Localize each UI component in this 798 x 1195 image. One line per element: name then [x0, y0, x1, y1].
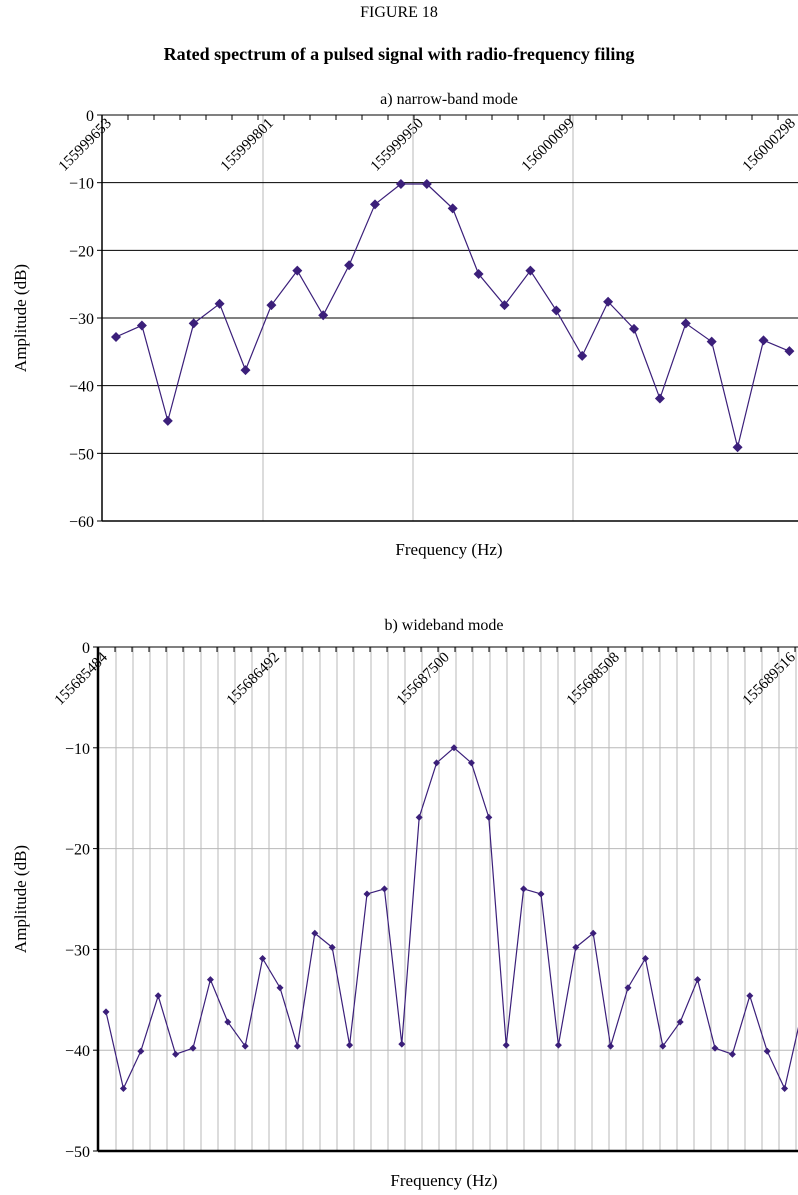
y-tick-label: −30: [65, 942, 90, 959]
x-axis-title: Frequency (Hz): [390, 1171, 497, 1190]
y-axis-title: Amplitude (dB): [11, 845, 30, 953]
data-point: [499, 300, 510, 311]
data-point: [589, 929, 597, 937]
data-point: [214, 298, 225, 309]
data-point: [363, 890, 371, 898]
x-tick-label: 155688508: [564, 650, 623, 709]
y-tick-label: −30: [69, 311, 94, 328]
data-point: [676, 1018, 684, 1026]
data-point: [137, 1047, 145, 1055]
y-tick-label: −40: [69, 379, 94, 396]
data-point: [292, 265, 303, 276]
data-point: [136, 320, 147, 331]
data-point: [370, 199, 380, 210]
data-point: [758, 335, 769, 346]
x-tick-label: 155687500: [394, 650, 453, 709]
data-point: [728, 1050, 736, 1058]
data-point: [266, 300, 277, 311]
x-tick-label: 155689516: [740, 649, 798, 708]
data-point: [537, 890, 545, 898]
y-tick-label: −10: [69, 176, 94, 193]
data-point: [447, 203, 458, 214]
data-point: [293, 1042, 301, 1050]
data-point: [607, 1042, 615, 1050]
data-point: [119, 1085, 127, 1093]
data-point: [188, 318, 199, 329]
data-point: [224, 1018, 232, 1026]
data-point: [624, 984, 632, 992]
data-point: [572, 943, 580, 951]
data-point: [629, 323, 639, 334]
data-point: [162, 415, 173, 426]
y-tick-label: 0: [86, 108, 94, 125]
data-point: [781, 1085, 789, 1093]
data-point: [659, 1042, 667, 1050]
data-point: [467, 759, 475, 767]
data-point: [525, 265, 536, 276]
data-point: [711, 1044, 719, 1052]
chart-title: b) wideband mode: [384, 617, 503, 634]
data-point: [172, 1050, 180, 1058]
y-tick-label: −10: [65, 741, 90, 758]
data-point: [344, 260, 355, 271]
data-point: [603, 296, 614, 307]
data-point: [189, 1044, 197, 1052]
x-tick-label: 155686492: [224, 650, 283, 709]
data-point: [654, 393, 665, 404]
data-point: [206, 976, 214, 984]
data-point: [520, 885, 528, 893]
data-point: [276, 984, 284, 992]
data-point: [641, 954, 649, 962]
y-tick-label: −40: [65, 1043, 90, 1060]
y-tick-label: −50: [65, 1144, 90, 1161]
data-point: [485, 813, 493, 821]
data-point: [706, 336, 717, 347]
y-tick-label: 0: [82, 640, 90, 657]
data-point: [241, 1042, 249, 1050]
data-point: [763, 1047, 771, 1055]
data-point: [398, 1040, 406, 1048]
data-point: [433, 759, 441, 767]
data-point: [328, 943, 336, 951]
y-axis-title: Amplitude (dB): [11, 264, 30, 372]
y-tick-label: −60: [69, 514, 94, 531]
data-point: [784, 346, 795, 357]
chart-title: a) narrow-band mode: [380, 91, 518, 108]
data-point: [154, 992, 162, 1000]
data-point: [346, 1041, 354, 1049]
y-tick-label: −50: [69, 446, 94, 463]
data-point: [318, 310, 329, 321]
y-tick-label: −20: [65, 842, 90, 859]
data-point: [577, 350, 588, 361]
data-point: [415, 813, 423, 821]
data-point: [111, 331, 121, 342]
data-point: [450, 744, 458, 752]
data-point: [680, 318, 691, 329]
data-point: [380, 885, 388, 893]
figure-label: FIGURE 18: [360, 4, 438, 21]
data-point: [102, 1008, 110, 1016]
x-tick-label: 155685484: [52, 649, 111, 708]
data-point: [240, 365, 251, 376]
data-point: [259, 954, 267, 962]
data-point: [551, 305, 562, 316]
y-tick-label: −20: [69, 243, 94, 260]
data-point: [732, 442, 743, 453]
data-point: [502, 1041, 510, 1049]
x-axis-title: Frequency (Hz): [395, 540, 502, 559]
data-point: [421, 179, 432, 190]
figure-title: Rated spectrum of a pulsed signal with r…: [163, 44, 635, 64]
data-point: [694, 976, 702, 984]
data-point: [473, 269, 484, 280]
data-point: [554, 1041, 562, 1049]
data-point: [746, 992, 754, 1000]
data-point: [311, 929, 319, 937]
data-point: [395, 179, 406, 190]
